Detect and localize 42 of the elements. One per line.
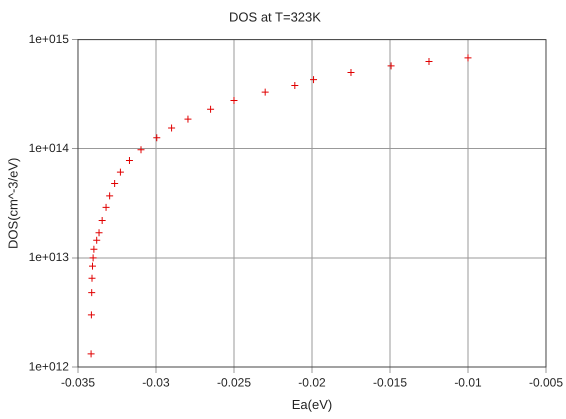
point — [87, 350, 96, 358]
point — [98, 216, 106, 224]
point — [95, 228, 104, 237]
x-tick-label: -0.035 — [60, 376, 96, 390]
point — [346, 68, 355, 76]
point — [125, 156, 134, 165]
point — [88, 262, 96, 270]
point — [89, 254, 98, 262]
y-tick-label: 1e+013 — [28, 250, 70, 264]
point — [90, 245, 98, 254]
chart-title: DOS at T=323K — [229, 9, 322, 24]
point — [184, 115, 192, 124]
point — [102, 203, 110, 212]
point — [290, 81, 299, 90]
point — [110, 180, 119, 188]
x-tick-label: -0.03 — [142, 376, 170, 390]
point — [87, 310, 96, 319]
y-tick-label: 1e+012 — [28, 359, 70, 374]
point — [137, 146, 146, 154]
x-axis-title: Ea(eV) — [292, 396, 332, 412]
point — [152, 134, 161, 142]
x-tick-label: -0.025 — [216, 376, 252, 390]
y-tick-label: 1e+015 — [28, 32, 70, 46]
point — [206, 105, 215, 114]
x-tick-label: -0.015 — [372, 376, 408, 390]
point — [116, 168, 124, 176]
point — [464, 54, 472, 62]
y-axis-title: DOS(cm^-3/eV) — [5, 158, 20, 249]
y-tick-label: 1e+014 — [28, 141, 70, 156]
point — [230, 96, 238, 104]
point — [106, 192, 114, 200]
point — [424, 58, 433, 66]
x-tick-label: -0.005 — [528, 376, 564, 390]
x-tick-label: -0.02 — [298, 376, 326, 390]
x-tick-label: -0.01 — [454, 376, 482, 390]
point — [310, 76, 318, 84]
point — [168, 124, 176, 132]
point — [387, 62, 396, 70]
point — [88, 274, 96, 282]
point — [88, 288, 96, 297]
point — [92, 236, 101, 244]
point — [261, 88, 270, 96]
